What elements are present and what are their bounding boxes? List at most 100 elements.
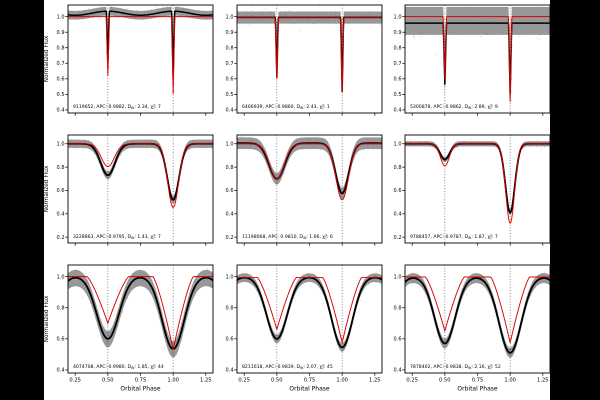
y-tick-label: 0.4	[394, 108, 402, 114]
y-tick-label: 0.7	[226, 61, 234, 67]
y-tick-label: 1.0	[57, 141, 65, 147]
x-tick-label: 1.25	[200, 378, 212, 384]
model-curve	[405, 143, 550, 224]
y-tick-label: 0.2	[226, 235, 234, 241]
y-tick-label: 1.0	[226, 274, 234, 280]
y-tick-label: 0.8	[394, 165, 402, 171]
y-tick-label: 0.4	[226, 108, 234, 114]
x-axis-title: Orbital Phase	[120, 386, 160, 393]
x-tick-label: 1.00	[336, 378, 348, 384]
y-tick-label: 1.0	[394, 14, 402, 20]
y-tick-label: 1.0	[226, 141, 234, 147]
y-tick-label: 1.0	[57, 274, 65, 280]
y-tick-label: 0.9	[394, 30, 402, 36]
panel-kic-9788457: 9788457, APC: 0.9787, DW: 1.87, χ2 r: 7	[405, 135, 550, 243]
y-tick-label: 0.6	[394, 77, 402, 83]
figure-paper	[44, 0, 550, 400]
y-tick-label: 0.5	[394, 92, 402, 98]
y-tick-label: 0.5	[57, 92, 65, 98]
y-tick-label: 0.2	[57, 235, 65, 241]
panel-kic-5300878: 5300878, APC: 0.9862, DW: 2.89, χ2 r: 9	[405, 5, 550, 113]
y-tick-label: 0.8	[226, 165, 234, 171]
panel-annotation: 7878402, APC: 0.9838, DW: 2.16, χ2 r: 52	[410, 363, 501, 370]
x-tick-label: 0.25	[238, 378, 250, 384]
y-tick-label: 0.6	[226, 188, 234, 194]
y-tick-label: 0.4	[57, 108, 65, 114]
y-tick-label: 1.0	[394, 274, 402, 280]
median-curve	[68, 276, 213, 350]
y-tick-label: 0.4	[57, 368, 65, 374]
panel-annotation: 4074708, APC: 0.9980, DW: 1.85, χ2 r: 44	[73, 363, 164, 370]
panel-annotation: 5300878, APC: 0.9862, DW: 2.89, χ2 r: 9	[410, 103, 498, 110]
y-tick-label: 0.4	[394, 212, 402, 218]
model-curve	[237, 276, 382, 344]
x-tick-label: 1.25	[537, 378, 549, 384]
y-axis-title: Normalized Flux	[44, 165, 50, 212]
panel-kic-8211618: 8211618, APC: 0.9839, DW: 2.07, χ2 r: 45	[237, 265, 382, 373]
panel-annotation: 6466939, APC: 0.9860, DW: 2.43, χ2 r: 1	[242, 103, 330, 110]
y-tick-label: 0.4	[226, 212, 234, 218]
y-tick-label: 0.7	[394, 61, 402, 67]
panel-annotation: 8211618, APC: 0.9839, DW: 2.07, χ2 r: 45	[242, 363, 333, 370]
scatter-band	[405, 273, 550, 358]
y-tick-label: 0.9	[226, 30, 234, 36]
y-tick-label: 1.0	[57, 14, 65, 20]
y-tick-label: 0.8	[57, 165, 65, 171]
model-curve	[68, 143, 213, 208]
y-tick-label: 1.0	[394, 141, 402, 147]
y-tick-label: 0.8	[57, 45, 65, 51]
scatter-band	[237, 273, 382, 352]
y-tick-label: 0.8	[226, 45, 234, 51]
x-tick-label: 0.50	[102, 378, 114, 384]
y-tick-label: 0.8	[57, 305, 65, 311]
panel-annotation: 9119652, APC: 0.9882, DW: 2.34, χ2 r: 7	[73, 103, 161, 110]
y-tick-label: 0.8	[394, 305, 402, 311]
x-axis-title: Orbital Phase	[457, 386, 497, 393]
y-tick-label: 0.7	[57, 61, 65, 67]
panel-kic-6466939: 6466939, APC: 0.9860, DW: 2.43, χ2 r: 1	[237, 5, 382, 113]
panel-annotation: 3228863, APC: 0.9795, DW: 1.43, χ2 r: 7	[73, 233, 161, 240]
panel-kic-11198068: 11198068, APC: 0.9810, DW: 1.66, χ2 r: 6	[237, 135, 382, 243]
x-tick-label: 0.75	[472, 378, 484, 384]
y-tick-label: 0.9	[57, 30, 65, 36]
y-tick-label: 0.6	[394, 337, 402, 343]
y-tick-label: 0.5	[226, 92, 234, 98]
y-tick-label: 0.2	[394, 235, 402, 241]
y-tick-label: 0.4	[394, 368, 402, 374]
y-tick-label: 0.4	[226, 368, 234, 374]
y-axis-title: Normalized Flux	[44, 35, 50, 82]
x-tick-label: 0.25	[406, 378, 418, 384]
x-tick-label: 0.75	[304, 378, 316, 384]
x-tick-label: 1.00	[504, 378, 516, 384]
median-curve	[68, 10, 213, 78]
y-axis-title: Normalized Flux	[44, 295, 50, 342]
model-curve	[68, 276, 213, 351]
scatter-band	[405, 6, 550, 107]
y-tick-label: 0.6	[226, 77, 234, 83]
median-curve	[405, 22, 550, 96]
x-axis-title: Orbital Phase	[289, 386, 329, 393]
y-tick-label: 0.6	[57, 188, 65, 194]
panel-kic-3228863: 3228863, APC: 0.9795, DW: 1.43, χ2 r: 7	[68, 135, 213, 243]
panel-annotation: 9788457, APC: 0.9787, DW: 1.87, χ2 r: 7	[410, 233, 498, 240]
model-curve	[405, 276, 550, 344]
y-tick-label: 0.8	[226, 305, 234, 311]
y-tick-label: 0.4	[57, 212, 65, 218]
panel-annotation: 11198068, APC: 0.9810, DW: 1.66, χ2 r: 6	[242, 233, 333, 240]
y-tick-label: 0.6	[57, 77, 65, 83]
panel-kic-4074708: 4074708, APC: 0.9980, DW: 1.85, χ2 r: 44	[68, 265, 213, 373]
panel-kic-9119652: 9119652, APC: 0.9882, DW: 2.34, χ2 r: 7	[68, 5, 213, 113]
x-tick-label: 0.50	[271, 378, 283, 384]
x-tick-label: 1.25	[369, 378, 381, 384]
model-curve	[237, 17, 382, 93]
x-tick-label: 0.50	[439, 378, 451, 384]
x-tick-label: 0.25	[69, 378, 81, 384]
y-tick-label: 0.6	[394, 188, 402, 194]
median-curve	[405, 277, 550, 354]
x-tick-label: 1.00	[167, 378, 179, 384]
panel-kic-7878402: 7878402, APC: 0.9838, DW: 2.16, χ2 r: 52	[405, 265, 550, 373]
model-curve	[405, 16, 550, 102]
model-curve	[237, 143, 382, 201]
